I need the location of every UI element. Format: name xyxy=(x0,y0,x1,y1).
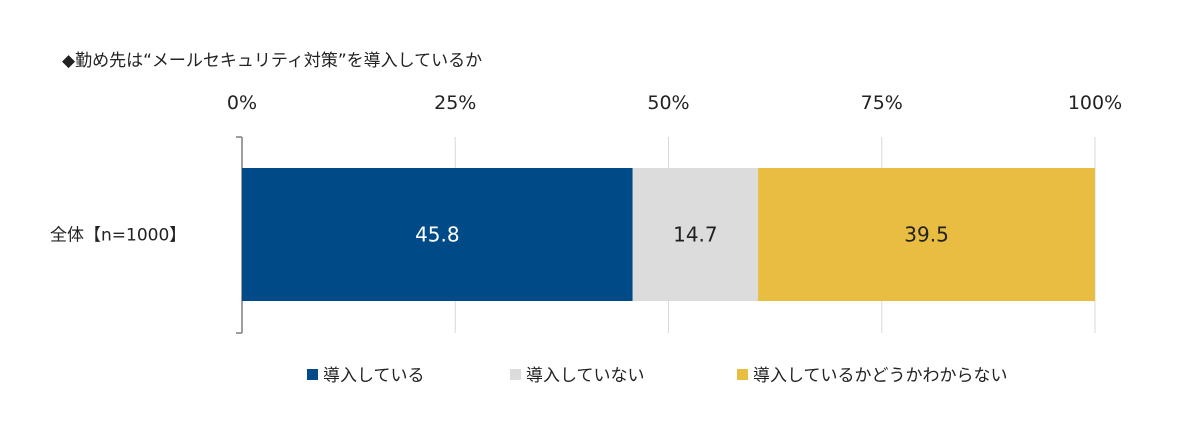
legend-swatch xyxy=(737,369,748,380)
data-labels: 45.8 14.7 39.5 xyxy=(415,223,949,247)
data-label: 45.8 xyxy=(415,223,460,247)
bars xyxy=(242,168,1095,301)
legend-swatch xyxy=(307,369,318,380)
x-tick-label: 75% xyxy=(861,92,903,114)
data-label: 39.5 xyxy=(904,223,949,247)
legend-label: 導入していない xyxy=(526,366,645,386)
legend-swatch xyxy=(510,369,521,380)
x-tick-label: 0% xyxy=(227,92,257,114)
y-axis xyxy=(236,136,243,334)
x-axis-ticks: 0% 25% 50% 75% 100% xyxy=(227,92,1122,114)
x-tick-label: 25% xyxy=(434,92,476,114)
legend-label: 導入しているかどうかわからない xyxy=(753,366,1008,386)
category-label: 全体【n=1000】 xyxy=(50,226,186,246)
x-tick-label: 50% xyxy=(647,92,689,114)
bar-segment xyxy=(632,168,759,301)
legend: 導入している 導入していない 導入しているかどうかわからない xyxy=(307,366,1008,386)
bar-segment xyxy=(242,168,633,301)
legend-label: 導入している xyxy=(323,366,425,386)
bar-segment xyxy=(758,168,1095,301)
category-labels: 全体【n=1000】 xyxy=(50,226,186,246)
data-label: 14.7 xyxy=(673,223,718,247)
x-tick-label: 100% xyxy=(1068,92,1122,114)
chart-title: ◆勤め先は“メールセキュリティ対策”を導入しているか xyxy=(62,51,482,71)
